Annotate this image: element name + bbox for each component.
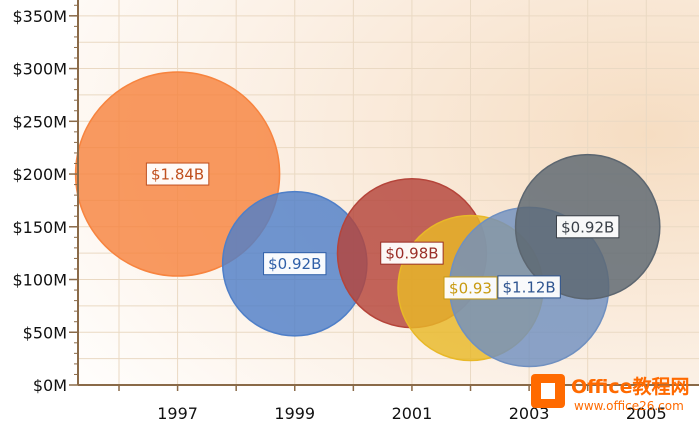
bubble-label-3: $0.98B bbox=[385, 245, 438, 263]
x-tick-label: 2005 bbox=[626, 404, 667, 421]
watermark-brand: Office教程网 bbox=[571, 375, 690, 398]
watermark-brand-name: Office bbox=[571, 376, 633, 398]
y-tick-label: $200M bbox=[12, 165, 67, 184]
watermark-url: www.office26.com bbox=[574, 399, 684, 413]
y-tick-label: $0M bbox=[33, 376, 67, 395]
bubble-label-box bbox=[497, 275, 561, 299]
watermark-icon-inner bbox=[541, 383, 555, 399]
tick-labels: $0M $50M $100M $150M $200M $250M $300M $350M 199… bbox=[12, 7, 666, 421]
bubble-label-4: $0.93 bbox=[449, 279, 492, 297]
bubble-labels: $1.84B $0.92B $0.98B $0.93 $1.12B $0.92B bbox=[145, 162, 620, 300]
watermark: Office教程网 www.office26.com bbox=[531, 374, 690, 413]
y-tick-label: $250M bbox=[12, 112, 67, 131]
x-tick-label: 1997 bbox=[157, 404, 198, 421]
y-tick-label: $100M bbox=[12, 271, 67, 290]
bubble-label-box bbox=[555, 215, 620, 239]
axes bbox=[69, 0, 699, 391]
bubble-label-box bbox=[263, 252, 327, 276]
bubble-label-5: $1.12B bbox=[502, 278, 555, 296]
bubble-label-1: $1.84B bbox=[151, 166, 204, 184]
bubble-label-6: $0.92B bbox=[561, 218, 614, 236]
y-tick-label: $50M bbox=[23, 323, 67, 342]
y-tick-label: $350M bbox=[12, 7, 67, 26]
x-tick-label: 2001 bbox=[392, 404, 433, 421]
bubble-label-box bbox=[380, 241, 444, 265]
y-tick-label: $150M bbox=[12, 218, 67, 237]
x-tick-label: 1999 bbox=[274, 404, 315, 421]
bubble-label-box bbox=[443, 276, 498, 300]
x-tick-label: 2003 bbox=[509, 404, 550, 421]
y-tick-label: $300M bbox=[12, 60, 67, 79]
watermark-brand-suffix: 教程网 bbox=[633, 375, 690, 398]
bubble-label-2: $0.92B bbox=[268, 255, 321, 273]
bubble-label-box bbox=[145, 162, 210, 186]
